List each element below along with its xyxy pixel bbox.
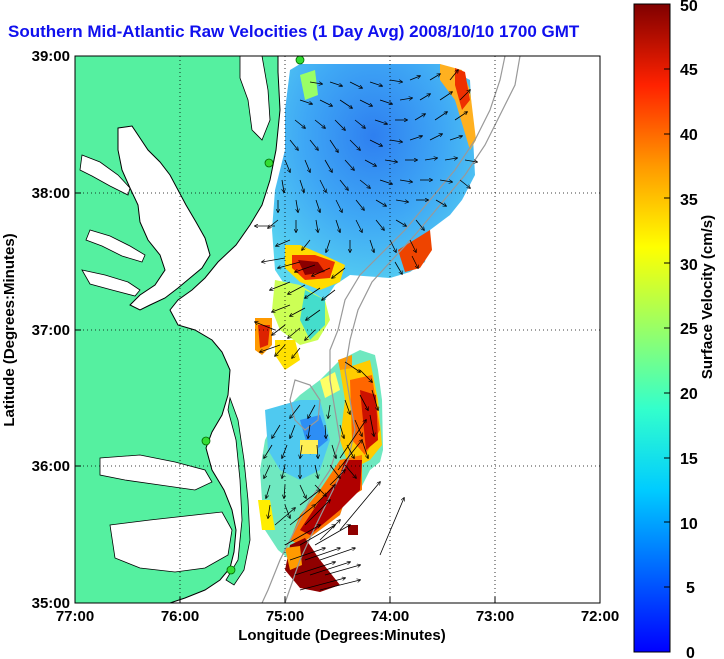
colorbar-tick-label: 45 [680, 62, 698, 79]
albemarle-sound [99, 454, 213, 491]
colorbar-tick-label: 40 [680, 127, 698, 144]
station-marker [264, 158, 274, 168]
colorbar-tick-label: 50 [680, 0, 698, 15]
colorbar-tick-label: 25 [680, 321, 698, 338]
bay-tributary-1 [79, 154, 131, 196]
bay-tributary-2 [85, 229, 146, 263]
velocity-field-north [255, 64, 476, 370]
y-tick-label: 38:00 [32, 185, 70, 202]
station-marker [226, 565, 236, 575]
colorbar-ticks [664, 68, 670, 588]
colorbar-label: Surface Velocity (cm/s) [699, 215, 716, 379]
x-tick-label: 74:00 [371, 608, 409, 625]
tick-marks [75, 192, 496, 603]
colorbar-tick-labels: 50 45 40 35 30 25 20 15 10 5 0 [680, 0, 698, 659]
delaware-bay [239, 56, 271, 141]
colorbar-tick-label: 30 [680, 257, 698, 274]
colorbar-tick-label: 15 [680, 451, 698, 468]
colorbar-tick-label: 0 [686, 645, 695, 659]
colorbar-tick-label: 20 [680, 386, 698, 403]
colorbar-tick-label: 5 [686, 580, 695, 597]
y-tick-label: 36:00 [32, 458, 70, 475]
y-axis-label: Latitude (Degrees:Minutes) [1, 233, 18, 426]
velocity-vectors-south [264, 361, 404, 591]
y-tick-label: 35:00 [32, 595, 70, 612]
colorbar-tick-label: 35 [680, 192, 698, 209]
y-tick-label: 39:00 [32, 48, 70, 65]
y-axis-tick-labels: 39:00 38:00 37:00 36:00 35:00 [32, 48, 70, 612]
chart-title: Southern Mid-Atlantic Raw Velocities (1 … [8, 22, 580, 41]
x-tick-label: 72:00 [581, 608, 619, 625]
x-tick-label: 75:00 [266, 608, 304, 625]
x-tick-label: 73:00 [476, 608, 514, 625]
outer-banks [225, 396, 251, 586]
y-tick-label: 37:00 [32, 322, 70, 339]
bay-tributary-3 [81, 269, 141, 297]
station-marker [295, 56, 305, 65]
hf-radar-stations [201, 56, 305, 575]
x-axis-label: Longitude (Degrees:Minutes) [238, 627, 446, 644]
chesapeake-bay [117, 125, 211, 311]
colorbar-tick-label: 10 [680, 516, 698, 533]
x-tick-label: 77:00 [56, 608, 94, 625]
x-tick-label: 76:00 [161, 608, 199, 625]
x-axis-tick-labels: 77:00 76:00 75:00 74:00 73:00 72:00 [56, 608, 619, 625]
bathymetry-contours [261, 56, 521, 603]
velocity-vectors-north [255, 70, 477, 358]
station-marker [201, 436, 211, 446]
